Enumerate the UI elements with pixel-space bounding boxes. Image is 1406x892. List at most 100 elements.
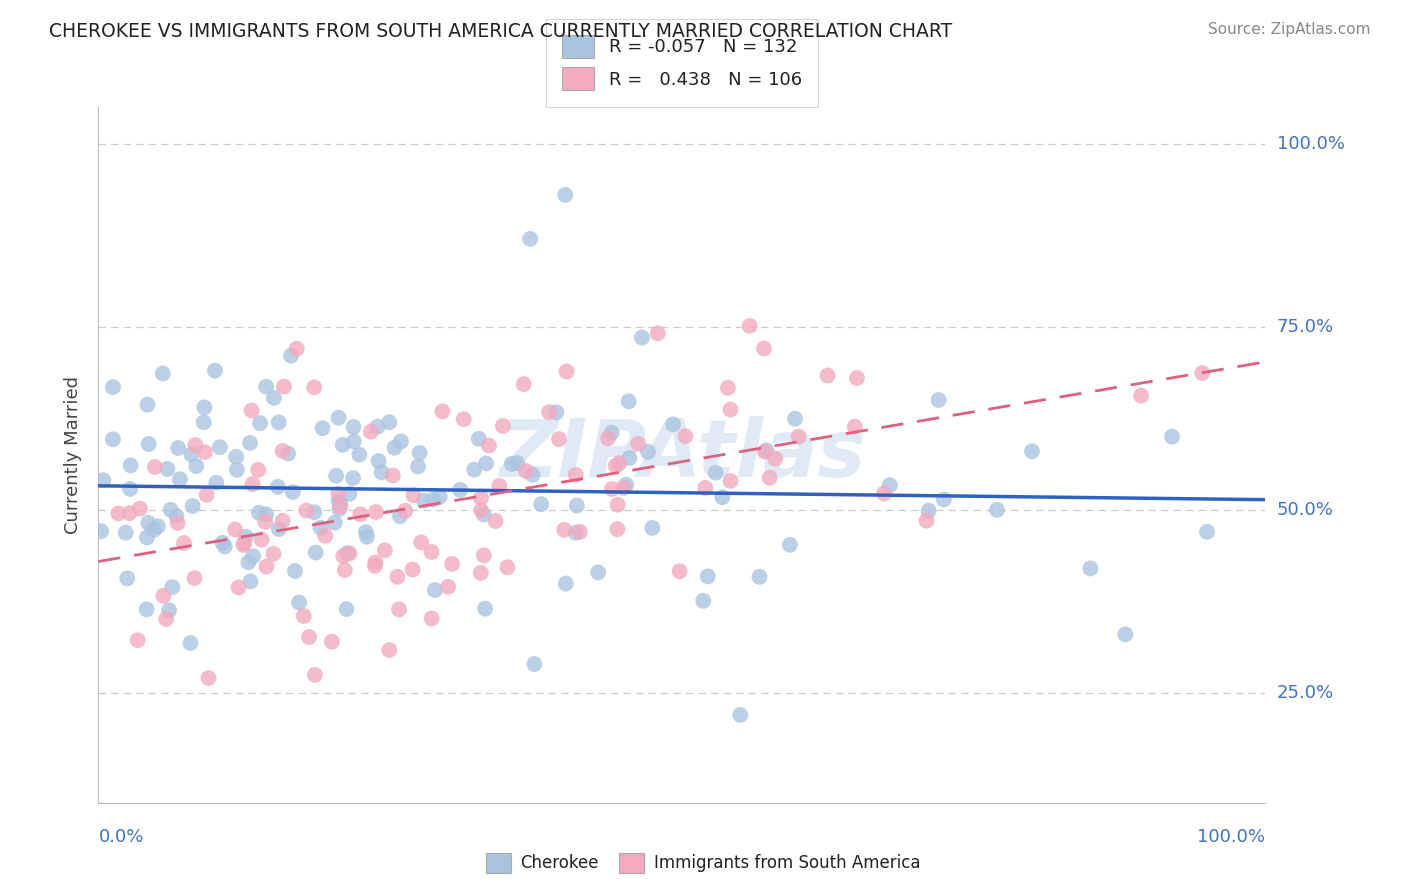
Point xyxy=(157,603,180,617)
Point xyxy=(273,379,295,393)
Point xyxy=(381,468,404,483)
Point xyxy=(235,530,257,544)
Point xyxy=(463,463,485,477)
Text: Source: ZipAtlas.com: Source: ZipAtlas.com xyxy=(1208,22,1371,37)
Point xyxy=(555,364,578,378)
Point xyxy=(475,456,498,470)
Point xyxy=(328,486,350,500)
Point xyxy=(173,536,195,550)
Point xyxy=(783,411,806,425)
Point xyxy=(101,432,124,446)
Point xyxy=(538,405,561,419)
Legend: R = -0.057   N = 132, R =   0.438   N = 106: R = -0.057 N = 132, R = 0.438 N = 106 xyxy=(546,19,818,106)
Point xyxy=(548,432,571,446)
Point xyxy=(267,416,290,430)
Point xyxy=(586,566,609,580)
Point xyxy=(349,448,371,462)
Point xyxy=(468,432,491,446)
Point xyxy=(349,508,371,522)
Point xyxy=(484,514,506,528)
Point xyxy=(325,468,347,483)
Point xyxy=(337,487,360,501)
Point xyxy=(413,493,436,508)
Point xyxy=(169,472,191,486)
Point xyxy=(333,563,356,577)
Point xyxy=(553,523,575,537)
Point xyxy=(284,564,307,578)
Point xyxy=(641,521,664,535)
Point xyxy=(332,549,354,563)
Point xyxy=(879,478,901,492)
Point xyxy=(606,522,628,536)
Point xyxy=(512,377,534,392)
Point xyxy=(239,436,262,450)
Point xyxy=(928,392,950,407)
Text: 75.0%: 75.0% xyxy=(1277,318,1334,335)
Point xyxy=(530,497,553,511)
Point xyxy=(304,505,326,519)
Point xyxy=(254,508,277,522)
Point xyxy=(754,444,776,458)
Point xyxy=(152,367,174,381)
Point xyxy=(127,633,149,648)
Point xyxy=(181,499,204,513)
Point xyxy=(162,580,184,594)
Point xyxy=(387,570,409,584)
Point xyxy=(128,501,150,516)
Point xyxy=(194,445,217,459)
Point xyxy=(367,454,389,468)
Point xyxy=(755,443,778,458)
Point xyxy=(388,602,411,616)
Point xyxy=(546,405,568,419)
Point xyxy=(614,477,637,491)
Point xyxy=(208,440,231,454)
Point xyxy=(193,401,215,415)
Point xyxy=(564,525,586,540)
Point xyxy=(696,569,718,583)
Point xyxy=(619,450,641,465)
Point xyxy=(239,574,262,589)
Point xyxy=(343,434,366,449)
Point xyxy=(197,671,219,685)
Point xyxy=(647,326,669,341)
Point xyxy=(329,500,352,514)
Point xyxy=(247,506,270,520)
Point xyxy=(1161,429,1184,443)
Point xyxy=(288,596,311,610)
Point xyxy=(600,482,623,496)
Point xyxy=(519,232,541,246)
Point xyxy=(411,535,433,549)
Point xyxy=(254,559,277,574)
Point xyxy=(136,516,159,530)
Point xyxy=(120,482,142,496)
Point xyxy=(453,412,475,426)
Point xyxy=(186,458,208,473)
Point xyxy=(135,602,157,616)
Point xyxy=(420,611,443,625)
Point xyxy=(422,492,444,507)
Point xyxy=(523,657,546,671)
Point xyxy=(254,380,277,394)
Point xyxy=(474,601,496,615)
Point xyxy=(285,342,308,356)
Point xyxy=(262,547,284,561)
Point xyxy=(565,467,588,482)
Point xyxy=(280,349,302,363)
Point xyxy=(107,507,129,521)
Point xyxy=(600,425,623,440)
Point xyxy=(120,458,142,473)
Point xyxy=(606,498,628,512)
Point xyxy=(356,530,378,544)
Point xyxy=(441,557,464,571)
Point xyxy=(249,416,271,430)
Point xyxy=(565,499,588,513)
Point xyxy=(1195,524,1218,539)
Point xyxy=(211,535,233,549)
Point xyxy=(662,417,685,432)
Text: 25.0%: 25.0% xyxy=(1277,684,1334,702)
Point xyxy=(613,481,636,495)
Text: 0.0%: 0.0% xyxy=(98,828,143,846)
Point xyxy=(328,493,350,508)
Point xyxy=(1130,389,1153,403)
Point xyxy=(364,556,387,570)
